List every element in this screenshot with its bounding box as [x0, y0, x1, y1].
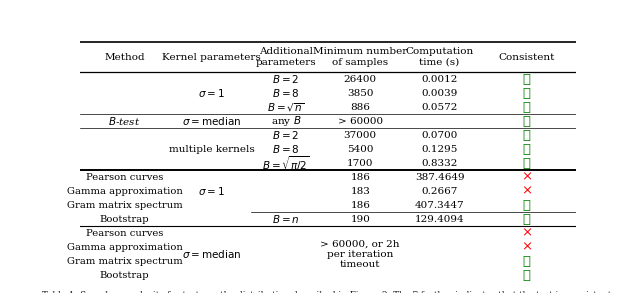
Text: Bootstrap: Bootstrap: [100, 271, 150, 280]
Text: 37000: 37000: [344, 131, 377, 140]
Text: $B = 8$: $B = 8$: [272, 87, 300, 99]
Text: $B = 2$: $B = 2$: [272, 129, 300, 141]
Text: ✓: ✓: [522, 255, 531, 268]
Text: Pearson curves: Pearson curves: [86, 229, 163, 238]
Text: ×: ×: [521, 171, 532, 184]
Text: ✓: ✓: [522, 213, 531, 226]
Text: ✓: ✓: [522, 199, 531, 212]
Text: Gram matrix spectrum: Gram matrix spectrum: [67, 257, 182, 266]
Text: ✓: ✓: [522, 73, 531, 86]
Text: ✓: ✓: [522, 115, 531, 128]
Text: Gram matrix spectrum: Gram matrix spectrum: [67, 201, 182, 210]
Text: ×: ×: [521, 227, 532, 240]
Text: Pearson curves: Pearson curves: [86, 173, 163, 182]
Text: > 60000, or 2h
per iteration
timeout: > 60000, or 2h per iteration timeout: [321, 239, 400, 269]
Text: $B = \sqrt{\pi/2}$: $B = \sqrt{\pi/2}$: [262, 154, 310, 173]
Text: ✓: ✓: [522, 157, 531, 170]
Text: $\sigma = 1$: $\sigma = 1$: [198, 87, 225, 99]
Text: 26400: 26400: [344, 75, 377, 84]
Text: $\sigma = \mathrm{median}$: $\sigma = \mathrm{median}$: [182, 248, 241, 260]
Text: ✓: ✓: [522, 101, 531, 114]
Text: ✓: ✓: [522, 143, 531, 156]
Text: 190: 190: [350, 215, 370, 224]
Text: 886: 886: [350, 103, 370, 112]
Text: 387.4649: 387.4649: [415, 173, 465, 182]
Text: > 60000: > 60000: [338, 117, 383, 126]
Text: 407.3447: 407.3447: [415, 201, 465, 210]
Text: ✓: ✓: [522, 87, 531, 100]
Text: 186: 186: [350, 173, 370, 182]
Text: 0.0700: 0.0700: [421, 131, 458, 140]
Text: $\sigma = \mathrm{median}$: $\sigma = \mathrm{median}$: [182, 115, 241, 127]
Text: Minimum number
of samples: Minimum number of samples: [313, 47, 408, 67]
Text: $B = \sqrt{n}$: $B = \sqrt{n}$: [267, 101, 305, 114]
Text: Computation
time (s): Computation time (s): [406, 47, 474, 67]
Text: 3850: 3850: [347, 89, 374, 98]
Text: 1700: 1700: [347, 159, 374, 168]
Text: Gamma approximation: Gamma approximation: [67, 187, 182, 196]
Text: Method: Method: [104, 53, 145, 62]
Text: Table 1: Sample complexity for tests on the distribution described in Figure 2. : Table 1: Sample complexity for tests on …: [42, 291, 614, 293]
Text: ×: ×: [521, 185, 532, 198]
Text: 129.4094: 129.4094: [415, 215, 465, 224]
Text: $\sigma = 1$: $\sigma = 1$: [198, 185, 225, 197]
Text: Bootstrap: Bootstrap: [100, 215, 150, 224]
Text: 0.8332: 0.8332: [421, 159, 458, 168]
Text: 0.0039: 0.0039: [421, 89, 458, 98]
Text: multiple kernels: multiple kernels: [168, 145, 254, 154]
Text: 0.1295: 0.1295: [421, 145, 458, 154]
Text: 5400: 5400: [347, 145, 374, 154]
Text: 0.0012: 0.0012: [421, 75, 458, 84]
Text: 186: 186: [350, 201, 370, 210]
Text: ×: ×: [521, 241, 532, 254]
Text: Additional
parameters: Additional parameters: [255, 47, 316, 67]
Text: $B = 2$: $B = 2$: [272, 73, 300, 85]
Text: ✓: ✓: [522, 129, 531, 142]
Text: $B = 8$: $B = 8$: [272, 143, 300, 155]
Text: Consistent: Consistent: [498, 53, 555, 62]
Text: 183: 183: [350, 187, 370, 196]
Text: 0.2667: 0.2667: [421, 187, 458, 196]
Text: 0.0572: 0.0572: [421, 103, 458, 112]
Text: Kernel parameters: Kernel parameters: [162, 53, 261, 62]
Text: Gamma approximation: Gamma approximation: [67, 243, 182, 252]
Text: ✓: ✓: [522, 269, 531, 282]
Text: $B$-test: $B$-test: [108, 115, 141, 127]
Text: any $B$: any $B$: [271, 114, 301, 128]
Text: $B = n$: $B = n$: [272, 213, 300, 225]
